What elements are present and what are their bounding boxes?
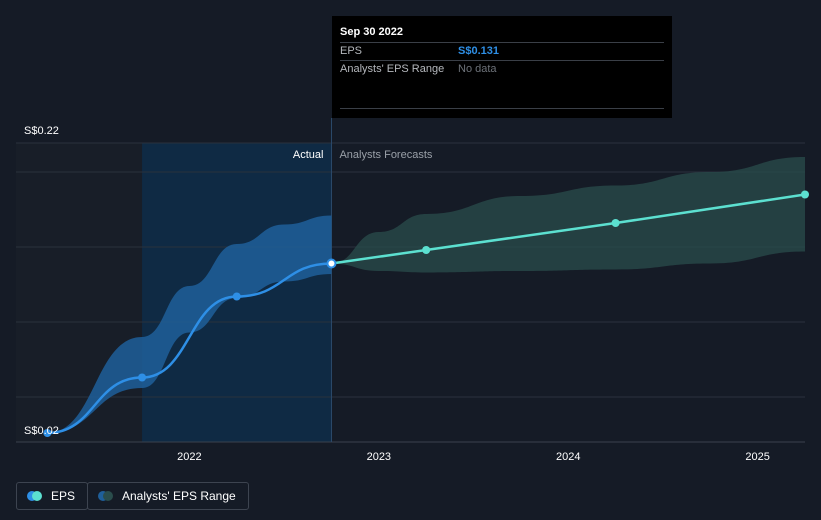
tooltip-row-range: Analysts' EPS Range No data <box>340 60 664 78</box>
forecast-section-label: Analysts Forecasts <box>339 149 432 161</box>
eps-forecast-line <box>331 193 806 265</box>
y-axis-top-label: S$0.22 <box>24 125 59 137</box>
legend-eps-label: EPS <box>51 489 76 503</box>
x-tick-label: 2024 <box>556 451 580 463</box>
legend-eps[interactable]: EPS <box>16 482 89 510</box>
past-region <box>16 143 143 442</box>
tooltip-date: Sep 30 2022 <box>340 26 403 38</box>
tooltip-panel: Sep 30 2022 EPS S$0.131 Analysts' EPS Ra… <box>332 16 672 118</box>
eps-actual-point <box>138 373 147 382</box>
eps-actual-line <box>47 262 332 435</box>
tooltip-eps-label: EPS <box>340 45 363 57</box>
tooltip-row-eps: EPS S$0.131 <box>340 42 664 60</box>
forecast-eps-range-band <box>331 157 805 273</box>
legend-eps-range[interactable]: Analysts' EPS Range <box>87 482 249 510</box>
tooltip-eps-value: S$0.131 <box>458 45 499 57</box>
range-legend-icon <box>98 491 114 501</box>
eps-point-highlight <box>326 258 337 269</box>
eps-forecast-point <box>611 219 620 227</box>
x-tick-label: 2025 <box>745 451 769 463</box>
y-axis-bottom-label: S$0.02 <box>24 425 59 437</box>
eps-forecast-point <box>801 190 809 199</box>
tooltip-divider <box>340 108 664 109</box>
x-tick-label: 2023 <box>367 451 391 463</box>
actual-section-label: Actual <box>293 149 324 161</box>
x-tick-label: 2022 <box>177 451 201 463</box>
eps-legend-icon <box>27 491 43 501</box>
actual-eps-range-band <box>47 215 332 433</box>
legend-range-label: Analysts' EPS Range <box>122 489 236 503</box>
tooltip-range-label: Analysts' EPS Range <box>340 63 445 75</box>
eps-actual-point <box>43 429 52 437</box>
tooltip-range-value: No data <box>458 63 497 75</box>
eps-actual-point <box>232 292 241 301</box>
eps-forecast-point <box>422 246 431 254</box>
